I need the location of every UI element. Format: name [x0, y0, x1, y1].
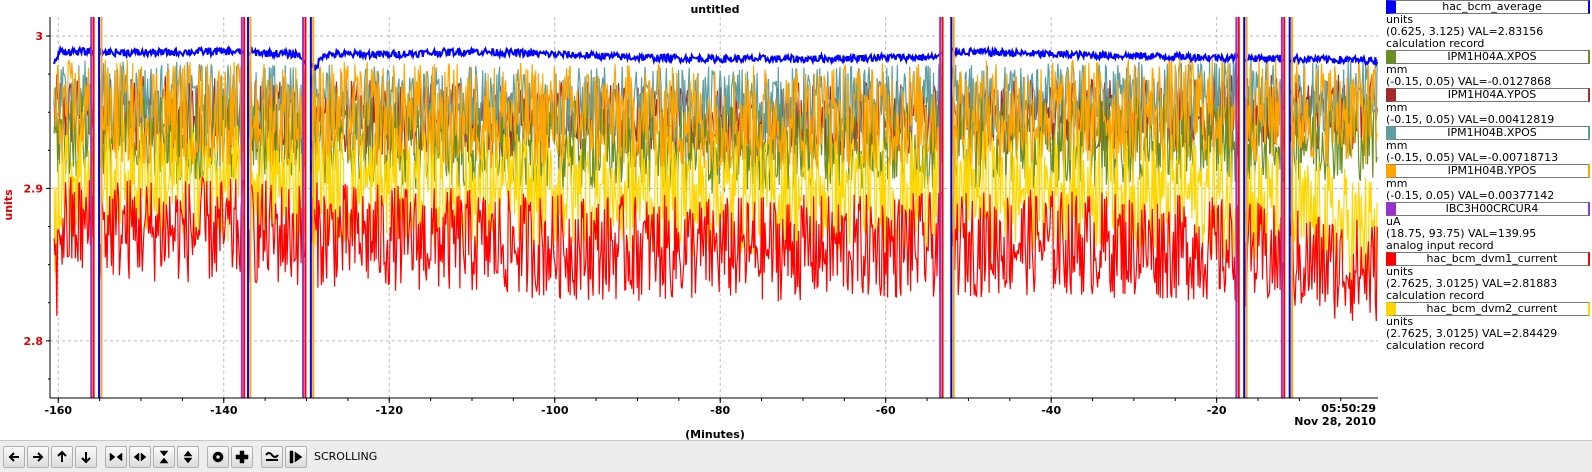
zoom-out-vertical-icon [183, 450, 193, 463]
legend-series-name[interactable]: IPM1H04B.YPOS [1386, 164, 1590, 178]
legend-series-name[interactable]: hac_bcm_average [1386, 0, 1590, 14]
legend-record-type: calculation record [1386, 38, 1485, 50]
legend-units: mm [1386, 64, 1408, 76]
zoom-in-button[interactable] [231, 445, 253, 468]
zoom-out-button[interactable] [207, 445, 229, 468]
zoom-in-horizontal-button[interactable] [105, 445, 127, 468]
legend-series-name[interactable]: hac_bcm_dvm2_current [1386, 302, 1590, 316]
stagger-button[interactable] [285, 445, 307, 468]
legend-series-name[interactable]: IBC3H00CRCUR4 [1386, 202, 1590, 216]
legend-range-value: (18.75, 93.75) VAL=139.95 [1386, 228, 1537, 240]
x-axis-label: (Minutes) [685, 428, 745, 440]
zoom-out-vertical-button[interactable] [177, 445, 199, 468]
legend-range-value: (-0.15, 0.05) VAL=0.00412819 [1386, 114, 1555, 126]
legend-series-name[interactable]: IPM1H04A.XPOS [1386, 50, 1590, 64]
date-label: Nov 28, 2010 [1294, 415, 1376, 428]
legend-units: mm [1386, 102, 1408, 114]
zoom-out-icon [212, 451, 224, 462]
y-tick-label-2: 3 [35, 30, 43, 43]
legend-units: units [1386, 316, 1414, 328]
arrow-left-button[interactable] [3, 445, 25, 468]
series-line-hac-bcm-dvm1-current [53, 175, 1378, 322]
legend-units: mm [1386, 178, 1408, 190]
arrow-left-icon [8, 451, 19, 462]
status-text: SCROLLING [314, 450, 378, 463]
x-tick-label-4: -80 [710, 404, 730, 417]
legend-record-type: calculation record [1386, 340, 1485, 352]
zoom-out-horizontal-button[interactable] [129, 445, 151, 468]
legend-series-name[interactable]: IPM1H04A.YPOS [1386, 88, 1590, 102]
arrow-down-button[interactable] [75, 445, 97, 468]
legend-range-value: (-0.15, 0.05) VAL=0.00377142 [1386, 190, 1555, 202]
legend-range-value: (-0.15, 0.05) VAL=-0.0127868 [1386, 76, 1552, 88]
arrow-right-button[interactable] [27, 445, 49, 468]
legend-record-type: analog input record [1386, 240, 1494, 252]
zoom-in-vertical-icon [159, 450, 169, 463]
legend-series-name[interactable]: hac_bcm_dvm1_current [1386, 252, 1590, 266]
y-axis-label: units [2, 189, 15, 221]
legend-record-type: calculation record [1386, 290, 1485, 302]
legend-units: units [1386, 266, 1414, 278]
x-tick-label-2: -120 [375, 404, 403, 417]
x-tick-label-6: -40 [1041, 404, 1061, 417]
zoom-in-horizontal-icon [109, 451, 123, 462]
legend-entry[interactable]: IPM1H04A.YPOS mm (-0.15, 0.05) VAL=0.00412… [1386, 88, 1592, 126]
legend-range-value: (0.625, 3.125) VAL=2.83156 [1386, 26, 1544, 38]
legend-units: uA [1386, 216, 1401, 228]
x-tick-label-5: -60 [876, 404, 896, 417]
arrow-down-icon [81, 451, 91, 463]
x-tick-label-1: -140 [210, 404, 238, 417]
stagger-icon [289, 450, 303, 463]
axes: 2.8 2.9 3 -160 -140 -120 -100 -80 -60 -40 -20 [24, 17, 1378, 417]
legend-entry[interactable]: IPM1H04A.XPOS mm (-0.15, 0.05) VAL=-0.0127… [1386, 50, 1592, 88]
legend-entry[interactable]: hac_bcm_dvm1_current units (2.7625, 3.0125… [1386, 252, 1592, 302]
arrow-up-button[interactable] [51, 445, 73, 468]
zoom-out-horizontal-icon [133, 451, 147, 462]
zoom-in-icon [235, 450, 249, 463]
chart-title: untitled [690, 3, 739, 16]
legend-range-value: (2.7625, 3.0125) VAL=2.84429 [1386, 328, 1558, 340]
legend-entry[interactable]: IPM1H04B.XPOS mm (-0.15, 0.05) VAL=-0.0071… [1386, 126, 1592, 164]
series-line-hac-bcm-average [53, 44, 1379, 71]
zoom-in-vertical-button[interactable] [153, 445, 175, 468]
legend-units: mm [1386, 140, 1408, 152]
legend: hac_bcm_average units (0.625, 3.125) VAL=2… [1386, 0, 1592, 440]
x-tick-label-7: -20 [1207, 404, 1227, 417]
x-tick-label-3: -100 [541, 404, 569, 417]
toolbar: SCROLLING [0, 440, 1592, 472]
autoscale-icon [265, 451, 279, 461]
legend-range-value: (-0.15, 0.05) VAL=-0.00718713 [1386, 152, 1559, 164]
chart: untitled units (Minutes) 05:50:29 Nov 28… [2, 3, 1379, 440]
autoscale-button[interactable] [261, 445, 283, 468]
plot-area [53, 17, 1379, 398]
series-line-ipm1h04b-ypos [53, 57, 1378, 172]
legend-units: units [1386, 14, 1414, 26]
time-label: 05:50:29 [1321, 402, 1376, 415]
legend-entry[interactable]: IBC3H00CRCUR4 uA (18.75, 93.75) VAL=139.95… [1386, 202, 1592, 252]
legend-entry[interactable]: hac_bcm_average units (0.625, 3.125) VAL=2… [1386, 0, 1592, 50]
x-tick-label-0: -160 [45, 404, 73, 417]
legend-entry[interactable]: hac_bcm_dvm2_current units (2.7625, 3.0125… [1386, 302, 1592, 352]
y-tick-label-1: 2.9 [24, 182, 44, 195]
arrow-up-icon [57, 450, 67, 462]
legend-series-name[interactable]: IPM1H04B.XPOS [1386, 126, 1590, 140]
arrow-right-icon [33, 451, 44, 462]
legend-range-value: (2.7625, 3.0125) VAL=2.81883 [1386, 278, 1558, 290]
legend-entry[interactable]: IPM1H04B.YPOS mm (-0.15, 0.05) VAL=0.00377… [1386, 164, 1592, 202]
y-tick-label-0: 2.8 [24, 335, 44, 348]
